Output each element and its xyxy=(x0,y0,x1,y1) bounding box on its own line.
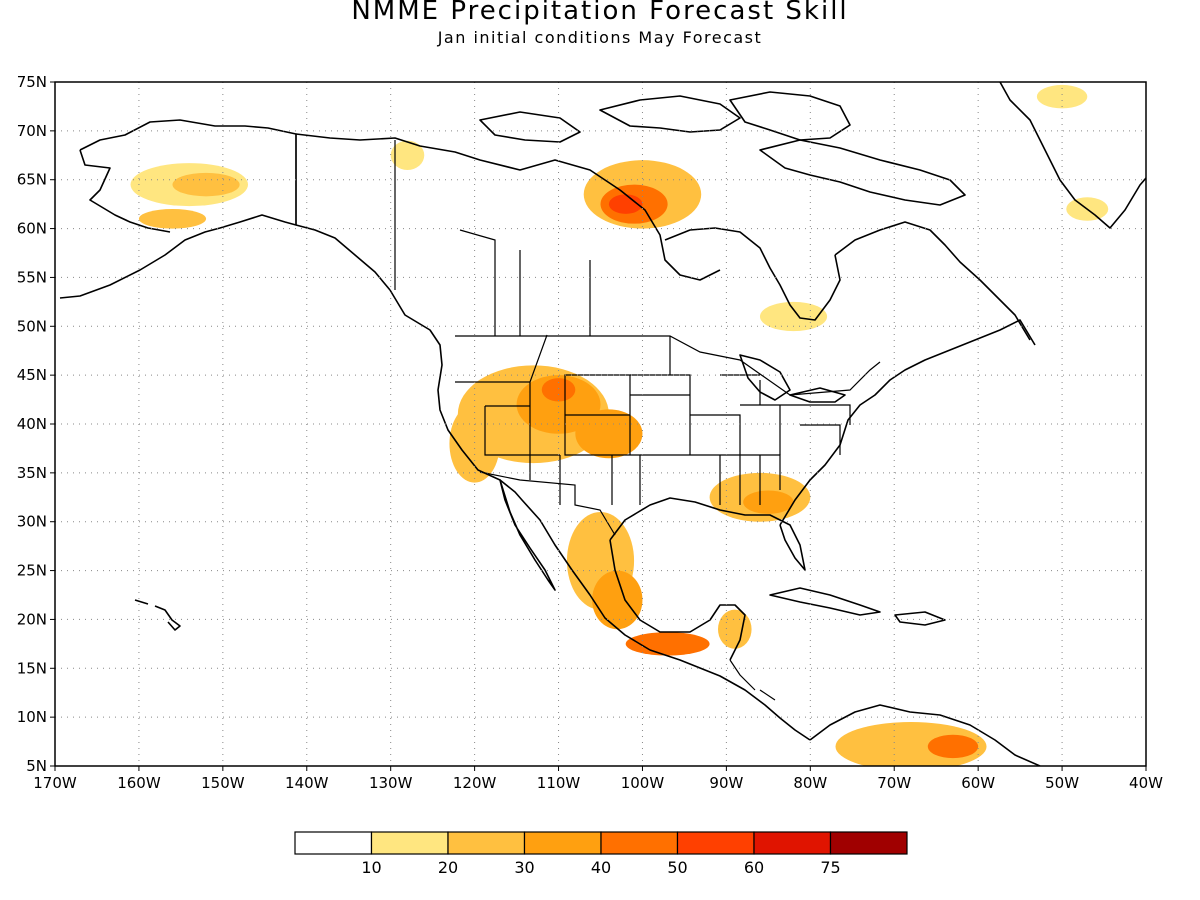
skill-region-hudson-peak xyxy=(608,194,643,214)
lat-tick-label: 20N xyxy=(17,610,47,628)
skill-region-greenland-north xyxy=(1036,84,1088,109)
greenland xyxy=(999,82,1146,229)
lat-tick-label: 45N xyxy=(17,366,47,384)
lon-tick-label: 110W xyxy=(537,774,581,792)
lat-tick-label: 50N xyxy=(17,317,47,335)
lat-tick-label: 55N xyxy=(17,268,47,286)
legend-label: 30 xyxy=(514,858,534,877)
skill-region-venezuela-core xyxy=(927,734,979,759)
lon-tick-label: 70W xyxy=(877,774,911,792)
lat-tick-label: 15N xyxy=(17,659,47,677)
west-coast xyxy=(389,289,811,741)
skill-region-quebec-south xyxy=(759,301,828,332)
legend-label: 40 xyxy=(591,858,611,877)
lon-tick-label: 50W xyxy=(1045,774,1079,792)
state-lines-east xyxy=(720,374,851,455)
lat-tick-label: 5N xyxy=(26,757,47,775)
canada-arctic-coast xyxy=(295,133,721,281)
axis-ticks: 170W 160W 150W 140W 130W 120W 110W 100W 90W 80W 70… xyxy=(17,73,1163,792)
gridlines xyxy=(55,82,1146,766)
legend-swatch xyxy=(600,831,679,855)
hawaii xyxy=(134,599,181,631)
legend-swatch xyxy=(829,831,908,855)
legend-swatch xyxy=(753,831,832,855)
mexico-gulf-coast xyxy=(609,539,746,661)
skill-region-yucatan xyxy=(717,609,752,649)
lat-tick-label: 30N xyxy=(17,513,47,531)
skill-region-alaska-west-core xyxy=(172,172,240,197)
lon-tick-label: 100W xyxy=(621,774,665,792)
baja-california xyxy=(499,479,556,591)
coastlines xyxy=(59,82,1146,766)
legend-label: 50 xyxy=(667,858,687,877)
alaska-coast xyxy=(59,119,391,299)
legend-swatch xyxy=(523,831,602,855)
great-lakes xyxy=(739,354,846,403)
skill-region-mexico-central xyxy=(592,570,643,630)
color-legend: 10 20 30 40 50 60 75 xyxy=(294,831,908,877)
cuba xyxy=(769,587,881,616)
hispaniola xyxy=(894,611,946,626)
skill-shading xyxy=(130,84,1109,766)
labrador-coast xyxy=(834,221,1031,341)
south-america-north xyxy=(809,704,1041,766)
legend-label: 60 xyxy=(744,858,764,877)
lon-tick-label: 80W xyxy=(793,774,827,792)
lat-tick-label: 35N xyxy=(17,464,47,482)
skill-region-wyoming-peak xyxy=(541,378,576,402)
alaska-west-coast xyxy=(79,149,171,233)
chart-subtitle: Jan initial conditions May Forecast xyxy=(437,28,763,47)
lon-tick-label: 90W xyxy=(709,774,743,792)
lon-tick-label: 120W xyxy=(453,774,497,792)
arctic-island-2 xyxy=(729,91,851,141)
lat-tick-label: 75N xyxy=(17,73,47,91)
lat-tick-label: 65N xyxy=(17,171,47,189)
lat-tick-label: 40N xyxy=(17,415,47,433)
lon-tick-label: 170W xyxy=(33,774,77,792)
lon-tick-label: 130W xyxy=(369,774,413,792)
skill-region-us-west-core xyxy=(516,375,601,434)
legend-swatch xyxy=(294,831,373,855)
skill-region-colorado xyxy=(575,409,643,459)
skill-region-alaska-south xyxy=(138,209,207,229)
skill-region-nw-territories xyxy=(390,140,425,170)
lat-tick-label: 10N xyxy=(17,708,47,726)
legend-swatch xyxy=(676,831,755,855)
lat-tick-label: 25N xyxy=(17,562,47,580)
us-mexico-border xyxy=(479,471,616,536)
central-america-borders xyxy=(729,659,776,701)
east-coast xyxy=(779,319,1036,526)
gulf-coast xyxy=(609,497,806,571)
legend-label: 20 xyxy=(438,858,458,877)
lon-tick-label: 160W xyxy=(117,774,161,792)
chart-title: NMME Precipitation Forecast Skill xyxy=(351,0,849,26)
lon-tick-label: 60W xyxy=(961,774,995,792)
skill-region-mexico-south xyxy=(625,632,710,656)
skill-region-southeast-us-core xyxy=(743,490,794,514)
hudson-bay xyxy=(664,227,841,321)
canada-provinces xyxy=(295,134,591,336)
legend-swatch xyxy=(447,831,526,855)
lon-tick-label: 150W xyxy=(201,774,245,792)
arctic-island-1 xyxy=(599,95,741,133)
baffin-island xyxy=(759,139,966,206)
legend-label: 75 xyxy=(820,858,840,877)
us-canada-border xyxy=(455,335,881,396)
lon-tick-label: 140W xyxy=(285,774,329,792)
state-lines-west xyxy=(455,334,641,505)
legend-label: 10 xyxy=(361,858,381,877)
legend-swatch xyxy=(370,831,449,855)
lat-tick-label: 60N xyxy=(17,220,47,238)
victoria-island xyxy=(479,111,581,143)
lat-tick-label: 70N xyxy=(17,122,47,140)
lon-tick-label: 40W xyxy=(1129,774,1163,792)
